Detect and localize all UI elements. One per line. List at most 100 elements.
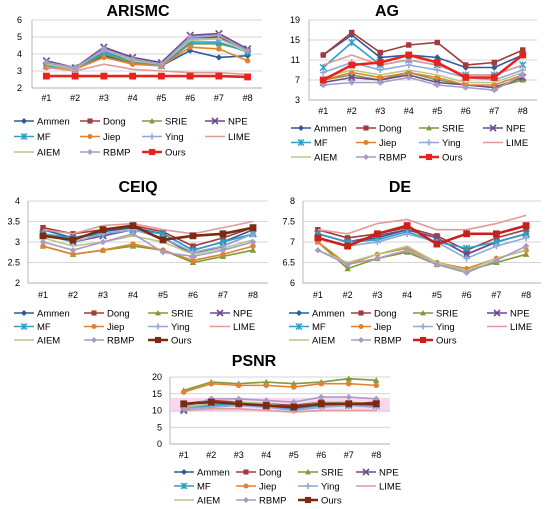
x-tick-label: #6 — [462, 290, 472, 300]
legend-marker-rbmp — [358, 337, 364, 343]
chart-ceiq: CEIQ 2 2.5 3 3.5 4 #1 #2 #3 #4 #5 #6 #7 #8 Ammen Dong SR… — [7, 179, 268, 347]
series-line-ammen — [322, 34, 524, 69]
data-point-ours — [372, 400, 380, 408]
legend-label-srie: SRIE — [442, 124, 464, 135]
series-line-aiem — [317, 245, 527, 272]
series-line-ours — [46, 74, 248, 79]
legend-label-srie: SRIE — [436, 309, 458, 320]
data-point-srie — [263, 378, 270, 385]
y-tick-label: 3 — [295, 95, 300, 105]
series-line-srie — [183, 377, 377, 392]
legend-label-srie: SRIE — [171, 309, 193, 320]
data-point-ying — [493, 242, 500, 250]
legend-marker-ours — [419, 336, 427, 344]
gridlines — [28, 200, 268, 284]
data-point-dong — [344, 235, 351, 241]
y-tick-label: 8 — [290, 196, 295, 206]
y-tick-label: 5 — [157, 422, 162, 432]
legend-marker-dong — [87, 118, 93, 124]
legend-label-mf: MF — [37, 132, 51, 143]
legend-label-dong: Dong — [379, 124, 402, 135]
data-point-ours — [69, 236, 77, 244]
data-point-ying — [249, 230, 257, 237]
data-point-jiep — [100, 247, 106, 253]
legend-label-rbmp: RBMP — [107, 336, 134, 347]
x-tick-label: #3 — [372, 290, 382, 300]
data-point-rbmp — [129, 230, 137, 237]
data-point-rbmp — [433, 261, 441, 268]
legend-label-rbmp: RBMP — [103, 148, 130, 159]
data-point-rbmp — [519, 71, 526, 79]
data-point-ours — [249, 224, 257, 232]
data-point-jiep — [236, 382, 242, 389]
legend-marker-jiep — [363, 139, 369, 146]
legend-label-srie: SRIE — [165, 117, 187, 128]
data-point-rbmp — [434, 81, 441, 89]
legend-marker-mf — [20, 133, 28, 140]
legend: Ammen Dong SRIE NPE MF Jiep Ying LIME AIEM RBMP Ou… — [174, 468, 401, 507]
x-tick-label: #5 — [432, 290, 442, 300]
data-point-rbmp — [69, 247, 77, 254]
legend-marker-mf — [20, 323, 28, 330]
legend-marker-rbmp — [243, 497, 249, 503]
series-ours — [39, 222, 257, 244]
x-tick-label: #4 — [402, 290, 412, 300]
legend-marker-ours — [154, 336, 162, 344]
series-line-jiep — [42, 243, 254, 262]
legend-marker-srie — [420, 310, 426, 316]
legend-label-lime: LIME — [233, 322, 255, 333]
data-point-jiep — [216, 46, 222, 52]
legend-marker-ours — [425, 153, 433, 161]
data-point-jiep — [406, 69, 412, 76]
series-rbmp — [43, 32, 251, 72]
series-line-mf — [317, 230, 527, 249]
data-point-jiep — [373, 382, 379, 389]
data-point-rbmp — [39, 238, 47, 246]
data-point-ours — [373, 230, 381, 238]
data-point-jiep — [377, 74, 383, 81]
data-point-ours — [522, 222, 530, 229]
legend-marker-ying — [149, 133, 155, 140]
y-tick-label: 7 — [290, 237, 295, 247]
chart-title: ARISMC — [106, 3, 170, 20]
legend-marker-jiep — [91, 323, 97, 330]
legend-marker-npe — [362, 468, 370, 476]
data-point-mf — [348, 38, 356, 47]
chart-panel-arismc: ARISMC 2 3 4 5 6 #1 #2 #3 #4 #5 #6 #7 #8 Ammen Dong SRIE… — [0, 0, 275, 170]
y-tick-label: 15 — [290, 35, 300, 45]
series-lime — [42, 220, 254, 235]
series-line-jiep — [183, 382, 377, 393]
data-point-rbmp — [344, 261, 351, 268]
data-point-jiep — [181, 389, 187, 395]
chart-panel-ceiq: CEIQ 2 2.5 3 3.5 4 #1 #2 #3 #4 #5 #6 #7 #8 Ammen Dong SR… — [0, 178, 275, 347]
data-point-jiep — [244, 58, 251, 64]
legend-marker-dong — [358, 310, 364, 316]
data-point-ying — [374, 238, 381, 246]
data-point-ours — [317, 400, 325, 408]
data-point-ours — [344, 242, 352, 250]
legend-label-ying: Ying — [165, 132, 184, 143]
y-tick-label: 2 — [15, 278, 20, 288]
series-line-lime — [317, 214, 527, 235]
x-tick-label: #6 — [188, 290, 198, 300]
data-point-ours — [490, 74, 498, 81]
legend-marker-ammen — [21, 310, 27, 316]
series-line-npe — [323, 74, 524, 89]
x-tick-label: #5 — [158, 290, 168, 300]
legend-label-ours: Ours — [165, 148, 186, 159]
chart-panel-de: DE 6 6.5 7 7.5 8 #1 #2 #3 #4 #5 #6 #7 #8 Ammen Dong SRIE… — [275, 178, 550, 347]
x-tick-label: #2 — [343, 290, 353, 300]
x-tick-label: #1 — [179, 450, 189, 460]
legend-label-jiep: Jiep — [259, 482, 276, 493]
series-lime — [183, 408, 377, 413]
legend-marker-npe — [493, 309, 501, 317]
x-tick-label: #3 — [98, 290, 108, 300]
legend-marker-mf — [180, 482, 188, 490]
data-point-rbmp — [373, 395, 380, 402]
legend-label-mf: MF — [37, 322, 51, 333]
data-point-ying — [405, 61, 412, 69]
series-aiem — [42, 235, 254, 256]
data-point-rbmp — [403, 247, 411, 254]
series-ours — [42, 72, 252, 81]
data-point-ying — [403, 230, 411, 237]
